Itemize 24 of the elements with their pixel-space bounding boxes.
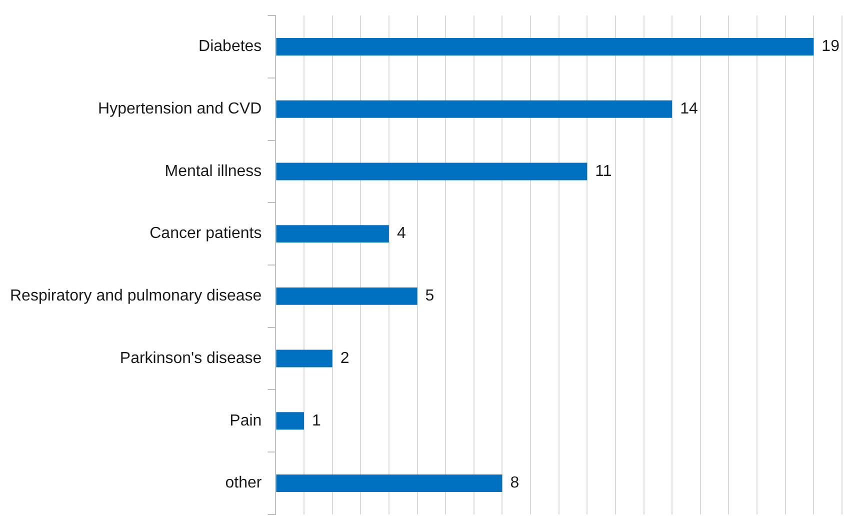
bar [276,287,418,305]
data-label: 1 [312,412,322,430]
bar [276,350,332,368]
data-label: 5 [425,288,434,305]
data-label: 4 [396,225,406,242]
y-tick-label: Parkinson's disease [120,350,262,367]
data-label: 8 [510,474,520,492]
data-label: 2 [340,350,350,367]
y-tick-label: Diabetes [198,38,262,56]
bar [276,225,389,243]
y-tick-label: Mental illness [164,162,262,180]
bar [276,474,502,492]
y-tick-label: Pain [230,412,262,430]
data-label: 14 [680,100,698,118]
y-tick-label: Cancer patients [150,225,262,242]
bar [276,100,672,118]
data-label: 11 [595,162,612,180]
y-tick-label: other [225,474,262,492]
y-tick-label: Hypertension and CVD [98,100,262,118]
bar [276,162,588,180]
bar [276,412,304,430]
y-tick-label: Respiratory and pulmonary disease [10,288,262,305]
bar [276,38,814,56]
data-label: 19 [822,38,840,56]
